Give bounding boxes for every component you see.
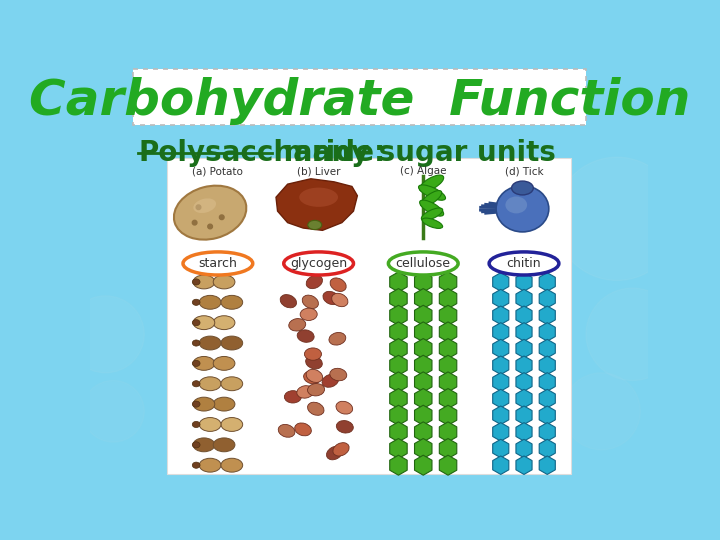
Circle shape [67, 296, 144, 373]
Ellipse shape [213, 356, 235, 370]
Ellipse shape [289, 319, 306, 331]
Ellipse shape [505, 197, 527, 213]
FancyBboxPatch shape [167, 158, 571, 474]
Ellipse shape [418, 185, 446, 200]
Ellipse shape [330, 278, 346, 292]
Ellipse shape [300, 187, 338, 207]
Ellipse shape [322, 374, 338, 387]
Ellipse shape [306, 369, 323, 382]
Ellipse shape [422, 218, 443, 228]
Ellipse shape [199, 295, 221, 309]
Polygon shape [276, 179, 357, 231]
Ellipse shape [183, 252, 253, 275]
Ellipse shape [489, 252, 559, 275]
Ellipse shape [193, 438, 215, 452]
Ellipse shape [420, 191, 441, 207]
Ellipse shape [284, 252, 354, 275]
Text: starch: starch [199, 257, 238, 270]
Ellipse shape [307, 220, 322, 230]
Ellipse shape [213, 316, 235, 329]
Ellipse shape [221, 336, 243, 350]
Ellipse shape [300, 308, 318, 320]
Text: (b) Liver: (b) Liver [297, 166, 341, 177]
Circle shape [586, 288, 679, 381]
Ellipse shape [199, 377, 221, 390]
Ellipse shape [192, 462, 200, 468]
Circle shape [208, 224, 212, 229]
Ellipse shape [329, 333, 346, 345]
Ellipse shape [192, 421, 200, 428]
Circle shape [555, 157, 679, 280]
Ellipse shape [193, 275, 215, 289]
Ellipse shape [221, 377, 243, 390]
Ellipse shape [294, 423, 311, 436]
Text: cellulose: cellulose [396, 257, 451, 270]
Ellipse shape [213, 438, 235, 452]
Ellipse shape [323, 292, 339, 305]
Ellipse shape [330, 368, 347, 381]
Text: (d) Tick: (d) Tick [505, 166, 544, 177]
Ellipse shape [192, 299, 200, 306]
Ellipse shape [420, 175, 444, 192]
FancyBboxPatch shape [133, 70, 586, 125]
Ellipse shape [302, 295, 318, 308]
Ellipse shape [333, 443, 349, 456]
Ellipse shape [280, 295, 297, 308]
Ellipse shape [193, 397, 215, 411]
Circle shape [192, 220, 197, 225]
Ellipse shape [221, 458, 243, 472]
Ellipse shape [512, 181, 534, 195]
Ellipse shape [194, 198, 216, 213]
Ellipse shape [193, 316, 215, 329]
Ellipse shape [297, 386, 314, 398]
Ellipse shape [199, 336, 221, 350]
Ellipse shape [199, 458, 221, 472]
Text: (a) Potato: (a) Potato [192, 166, 243, 177]
Ellipse shape [304, 371, 320, 384]
Circle shape [220, 215, 224, 220]
Ellipse shape [306, 275, 323, 288]
Ellipse shape [307, 402, 324, 415]
Text: chitin: chitin [507, 257, 541, 270]
Ellipse shape [326, 446, 343, 460]
Ellipse shape [199, 417, 221, 431]
Ellipse shape [213, 397, 235, 411]
Ellipse shape [192, 279, 200, 285]
Text: glycogen: glycogen [290, 257, 347, 270]
Ellipse shape [213, 275, 235, 289]
Ellipse shape [284, 390, 302, 403]
Ellipse shape [496, 186, 549, 232]
Ellipse shape [307, 383, 325, 396]
Ellipse shape [305, 356, 323, 369]
Circle shape [196, 205, 201, 210]
Ellipse shape [420, 200, 444, 216]
Ellipse shape [192, 442, 200, 448]
Ellipse shape [421, 208, 443, 220]
Circle shape [563, 373, 640, 450]
Ellipse shape [192, 381, 200, 387]
Ellipse shape [278, 424, 295, 437]
Text: many sugar units: many sugar units [274, 139, 557, 167]
Ellipse shape [193, 356, 215, 370]
Ellipse shape [221, 295, 243, 309]
Ellipse shape [332, 293, 348, 307]
Ellipse shape [192, 320, 200, 326]
Ellipse shape [388, 252, 458, 275]
Ellipse shape [305, 348, 322, 360]
Text: Polysaccharide:: Polysaccharide: [138, 139, 385, 167]
Text: Carbohydrate  Function: Carbohydrate Function [29, 77, 690, 125]
Ellipse shape [192, 401, 200, 407]
Ellipse shape [192, 340, 200, 346]
Ellipse shape [192, 360, 200, 367]
Circle shape [82, 381, 144, 442]
Ellipse shape [336, 421, 354, 433]
Ellipse shape [221, 417, 243, 431]
Text: (c) Algae: (c) Algae [400, 166, 446, 177]
Ellipse shape [297, 330, 314, 342]
Ellipse shape [174, 186, 246, 240]
Ellipse shape [336, 401, 353, 414]
